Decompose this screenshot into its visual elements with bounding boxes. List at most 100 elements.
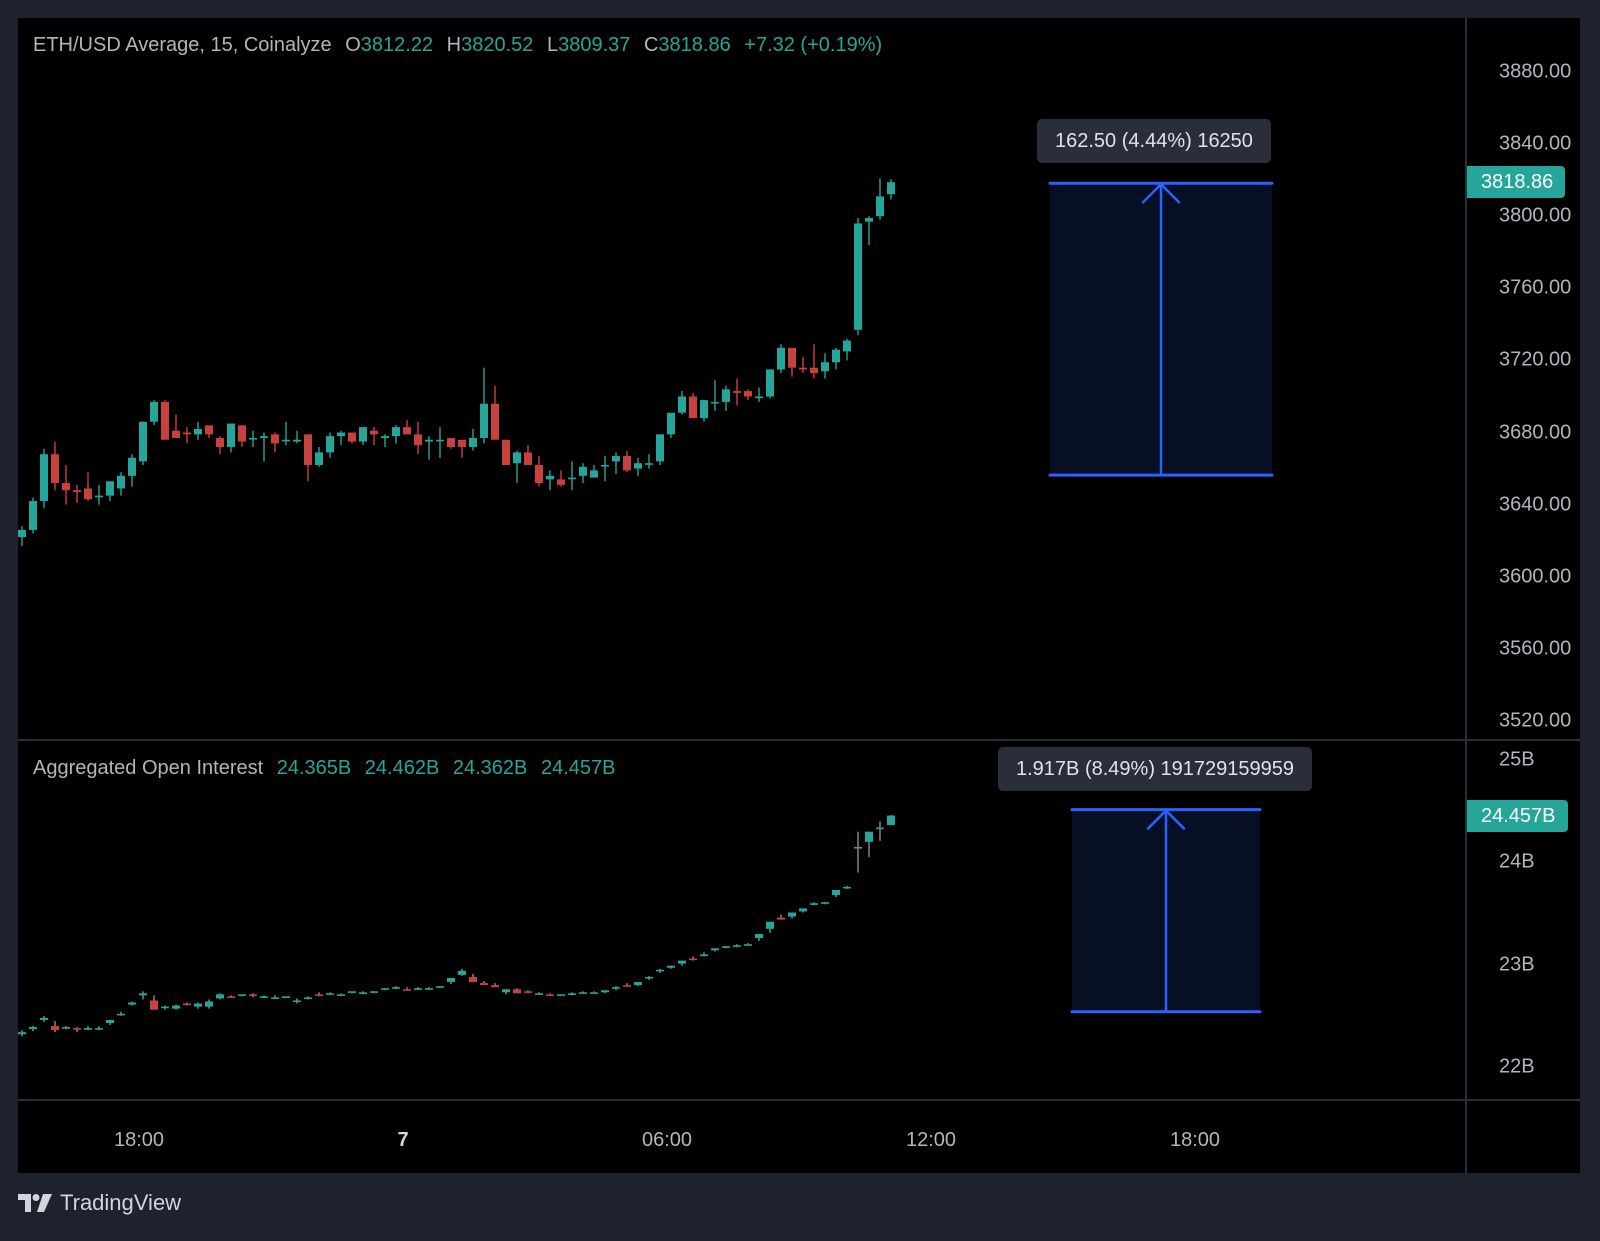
candle-up (744, 944, 752, 946)
candle-up (381, 436, 389, 438)
candle-down (403, 427, 411, 435)
candle-up (568, 993, 576, 995)
candle-down (623, 985, 631, 987)
candle-down (216, 437, 224, 447)
time-axis-divider (18, 1099, 1580, 1101)
ohlc-low: L3809.37 (546, 34, 631, 56)
candle-up (777, 347, 785, 370)
candle-down (73, 490, 81, 493)
candle-down (315, 994, 323, 996)
candle-up (194, 428, 202, 435)
candle-up (436, 986, 444, 988)
candle-down (227, 996, 235, 998)
candle-up (117, 475, 125, 489)
price-axis-tick: 3720.00 (1499, 348, 1572, 371)
candle-up (447, 977, 455, 983)
candle-up (579, 466, 587, 476)
candle-up (359, 427, 367, 442)
candle-up (502, 989, 510, 993)
candle-down (403, 989, 411, 991)
last-price-badge: 3818.86 (1467, 166, 1566, 199)
time-axis-tick: 7 (397, 1129, 409, 1151)
oi-measure-label[interactable]: 1.917B (8.49%) 191729159959 (998, 747, 1313, 791)
candle-up (557, 994, 565, 996)
price-axis-tick: 3560.00 (1499, 637, 1572, 660)
candle-up (590, 992, 598, 994)
open-interest-candles[interactable] (18, 741, 1465, 1099)
price-axis-divider (1465, 18, 1467, 1173)
time-axis[interactable]: 18:00 7 06:00 12:00 18:00 (18, 1101, 1465, 1173)
candle-up (18, 529, 26, 538)
candle-up (854, 223, 862, 330)
candle-down (183, 1003, 191, 1006)
candle-down (370, 430, 378, 435)
candle-up (29, 501, 37, 530)
last-oi-badge: 24.457B (1467, 799, 1568, 832)
candle-up (414, 988, 422, 990)
candle-down (480, 983, 488, 986)
candle-down (524, 452, 532, 466)
candle-up (260, 436, 268, 438)
candle-up (348, 991, 356, 993)
candle-up (293, 1000, 301, 1003)
candle-up (139, 421, 147, 462)
candle-up (799, 908, 807, 912)
candle-up (755, 933, 763, 939)
candle-down (414, 434, 422, 446)
candle-up (172, 1005, 180, 1009)
candle-up (150, 401, 158, 422)
candle-up (821, 362, 829, 372)
candle-up (392, 987, 400, 989)
tradingview-logo[interactable]: TradingView (18, 1190, 181, 1216)
candle-up (887, 815, 895, 825)
price-axis-tick: 3840.00 (1499, 132, 1572, 155)
price-pane[interactable]: ETH/USD Average, 15, Coinalyze O3812.22 … (18, 18, 1465, 739)
candle-up (546, 475, 554, 480)
candle-up (667, 965, 675, 968)
candle-up (106, 481, 114, 496)
candle-up (293, 439, 301, 442)
candle-down (491, 985, 499, 988)
candle-up (667, 412, 675, 435)
candle-up (700, 954, 708, 957)
candle-down (348, 432, 356, 442)
candle-up (425, 988, 433, 990)
price-candles[interactable] (18, 18, 1465, 739)
oi-axis[interactable]: 24.457B 25B 24B 23B 22B (1467, 741, 1580, 1099)
candle-down (744, 391, 752, 397)
candle-up (656, 969, 664, 972)
measure-arrow-up-icon (1146, 808, 1186, 830)
candle-down (447, 437, 455, 447)
candle-up (40, 454, 48, 502)
candle-up (161, 1006, 169, 1009)
candle-up (227, 423, 235, 447)
candle-down (469, 976, 477, 983)
price-axis-tick: 3680.00 (1499, 421, 1572, 444)
symbol-title: ETH/USD Average, 15, Coinalyze (33, 34, 332, 56)
candle-up (480, 403, 488, 438)
candle-up (634, 463, 642, 469)
candle-up (271, 997, 279, 1000)
oi-axis-tick: 25B (1499, 748, 1535, 771)
candle-up (733, 945, 741, 947)
candle-up (678, 960, 686, 964)
candle-up (711, 401, 719, 404)
candle-up (645, 976, 653, 979)
open-interest-pane[interactable]: Aggregated Open Interest 24.365B 24.462B… (18, 741, 1465, 1099)
ohlc-high: H3820.52 (446, 34, 534, 56)
candle-down (172, 430, 180, 438)
brand-name: TradingView (60, 1190, 182, 1215)
candle-up (634, 982, 642, 986)
price-measure-label[interactable]: 162.50 (4.44%) 16250 (1037, 119, 1271, 164)
candle-down (524, 991, 532, 993)
pane-divider[interactable] (18, 739, 1580, 741)
candle-up (865, 831, 873, 842)
oi-axis-tick: 23B (1499, 953, 1535, 976)
candle-up (590, 470, 598, 478)
candle-up (513, 452, 521, 464)
oi-axis-tick: 22B (1499, 1055, 1535, 1078)
candle-up (326, 993, 334, 995)
price-axis[interactable]: 3818.86 3880.00 3840.00 3800.00 3760.00 3720… (1467, 18, 1580, 739)
candle-down (689, 396, 697, 419)
candle-up (568, 477, 576, 480)
